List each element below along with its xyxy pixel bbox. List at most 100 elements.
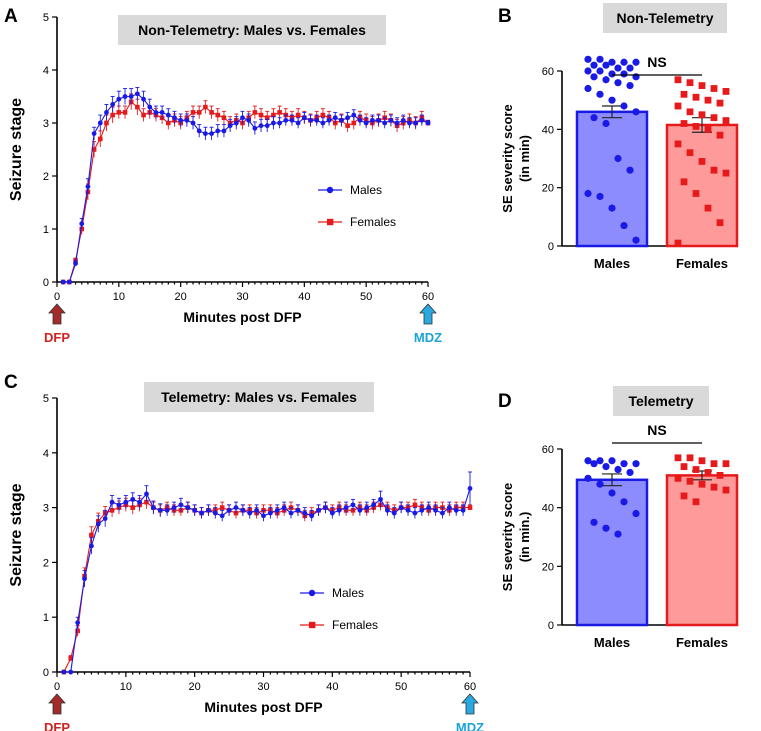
- data-point: [680, 463, 688, 470]
- data-point: [196, 128, 202, 134]
- x-tick-label: 20: [175, 291, 187, 303]
- y-tick-label: 20: [542, 183, 554, 195]
- x-tick-label: 0: [54, 681, 60, 693]
- data-point: [66, 279, 72, 285]
- data-point: [128, 94, 134, 99]
- x-tick-label: 20: [189, 681, 201, 693]
- data-point: [426, 505, 432, 510]
- x-tick-label: 30: [236, 291, 248, 303]
- data-point: [185, 505, 191, 510]
- data-point: [412, 510, 418, 516]
- data-point: [332, 115, 338, 121]
- data-point: [632, 58, 640, 66]
- data-point: [692, 123, 700, 130]
- data-point: [109, 508, 115, 513]
- data-point: [295, 507, 301, 513]
- bar: [575, 110, 649, 248]
- data-point: [130, 505, 136, 510]
- legend-label: Females: [350, 215, 396, 229]
- data-point: [710, 166, 718, 174]
- data-point: [351, 120, 357, 126]
- legend-marker: [327, 218, 334, 226]
- data-point: [590, 518, 598, 526]
- data-point: [141, 112, 146, 118]
- data-point: [620, 498, 628, 506]
- data-point: [147, 104, 153, 110]
- data-point: [215, 112, 221, 118]
- data-point: [602, 76, 610, 84]
- data-point: [716, 99, 724, 107]
- legend-marker: [308, 589, 316, 597]
- title-box: [118, 15, 386, 45]
- data-point: [674, 239, 682, 247]
- data-point: [221, 115, 227, 120]
- data-point: [264, 115, 270, 120]
- data-point: [602, 524, 610, 532]
- data-point: [686, 108, 694, 116]
- x-tick-label: 60: [464, 681, 476, 693]
- data-point: [632, 108, 640, 116]
- data-point: [164, 507, 170, 513]
- y-tick-label: 3: [43, 118, 49, 130]
- data-point: [192, 507, 198, 513]
- x-tick-label: 0: [54, 291, 60, 303]
- y-tick-label: 0: [548, 241, 554, 253]
- x-axis-label: Minutes post DFP: [204, 699, 322, 715]
- y-tick-label: 0: [43, 277, 49, 289]
- data-point: [123, 499, 129, 505]
- data-point: [97, 120, 103, 126]
- legend: Males Females: [300, 586, 378, 632]
- data-point: [215, 128, 221, 134]
- data-point: [264, 123, 270, 129]
- data-point: [698, 111, 706, 119]
- data-point: [261, 513, 266, 519]
- data-point: [320, 112, 326, 118]
- data-point: [680, 492, 688, 500]
- data-point: [316, 507, 321, 513]
- legend-label: Males: [332, 586, 364, 600]
- y-axis-label: SE severity score (in min): [500, 104, 532, 212]
- data-point: [157, 507, 163, 513]
- data-point: [227, 123, 233, 129]
- data-point: [308, 117, 313, 123]
- y-tick-label: 1: [43, 612, 49, 624]
- data-point: [165, 112, 171, 118]
- title-box: [613, 386, 709, 416]
- data-point: [104, 110, 109, 115]
- data-point: [674, 102, 682, 110]
- mdz-arrow-icon: [419, 303, 437, 325]
- data-point: [329, 510, 335, 516]
- data-point: [301, 115, 307, 121]
- data-point: [110, 112, 115, 118]
- data-point: [425, 120, 431, 126]
- data-point: [608, 457, 616, 465]
- data-point: [137, 499, 143, 505]
- data-point: [680, 90, 688, 98]
- data-point: [336, 507, 342, 513]
- bar: [575, 478, 649, 627]
- data-point: [171, 505, 177, 510]
- data-point: [323, 505, 328, 510]
- x-tick-label: 10: [120, 681, 132, 693]
- data-point: [209, 131, 214, 137]
- data-point: [277, 120, 282, 126]
- dfp-arrow-icon: [48, 693, 66, 715]
- data-point: [698, 480, 706, 488]
- data-point: [190, 110, 196, 115]
- data-point: [190, 120, 196, 126]
- data-point: [400, 117, 406, 123]
- data-point: [680, 120, 688, 127]
- data-point: [698, 457, 706, 465]
- y-tick-label: 2: [43, 557, 49, 569]
- data-point: [419, 117, 425, 123]
- data-point: [692, 466, 700, 473]
- data-point: [680, 178, 688, 186]
- data-point: [382, 120, 388, 126]
- data-point: [413, 120, 419, 126]
- data-point: [68, 656, 74, 661]
- data-point: [686, 477, 694, 485]
- data-point: [608, 204, 616, 212]
- data-point: [596, 480, 604, 488]
- x-axis-label: Minutes post DFP: [183, 309, 301, 325]
